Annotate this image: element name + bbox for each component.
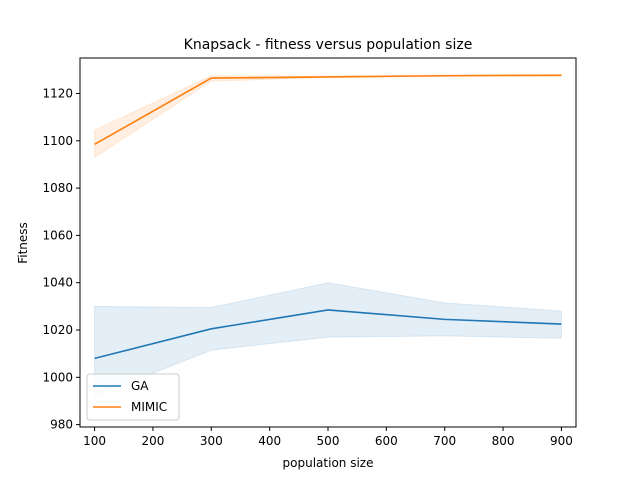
series-line-ga [94,309,562,360]
x-tick-label: 800 [492,434,515,448]
y-tick-label: 1060 [42,228,73,242]
y-tick-label: 1000 [42,370,73,384]
legend: GA MIMIC [86,373,180,421]
y-tick-label: 1120 [42,86,73,100]
y-tick-label: 980 [50,418,73,432]
y-tick-label: 1100 [42,134,73,148]
series-lines [94,74,562,360]
x-tick-label: 900 [550,434,573,448]
x-tick-label: 300 [200,434,223,448]
legend-label-mimic: MIMIC [131,400,167,414]
y-tick-label: 1020 [42,323,73,337]
x-tick-label: 100 [83,434,106,448]
y-tick-label: 1080 [42,181,73,195]
x-tick-label: 500 [317,434,340,448]
series-line-mimic [94,74,562,146]
y-tick-label: 1040 [42,276,73,290]
x-tick-label: 600 [375,434,398,448]
ci-band-mimic [94,74,562,159]
ci-band-ga [94,282,562,397]
y-axis-ticks: 980 1000 1020 1040 1060 1080 1100 1120 [42,86,80,432]
confidence-bands [94,74,562,397]
chart-title: Knapsack - fitness versus population siz… [184,37,473,53]
x-axis-ticks: 100 200 300 400 500 600 700 800 900 [83,427,573,448]
y-axis-label: Fitness [16,222,30,264]
x-tick-label: 700 [433,434,456,448]
x-tick-label: 200 [141,434,164,448]
x-axis-label: population size [283,456,374,470]
legend-label-ga: GA [131,379,149,393]
x-tick-label: 400 [258,434,281,448]
